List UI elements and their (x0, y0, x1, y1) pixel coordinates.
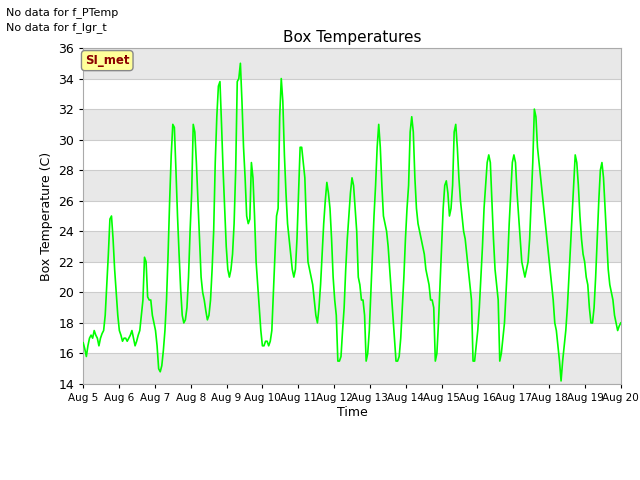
Bar (83, 170, 621, 201)
Bar (83, 353, 621, 384)
Y-axis label: Box Temperature (C): Box Temperature (C) (40, 151, 52, 281)
Legend:  (347, 462, 357, 472)
Bar (83, 231, 621, 262)
Bar (83, 292, 621, 323)
Bar (83, 48, 621, 79)
X-axis label: Time: Time (337, 406, 367, 419)
Text: No data for f_lgr_t: No data for f_lgr_t (6, 22, 107, 33)
Title: Box Temperatures: Box Temperatures (283, 30, 421, 46)
Bar (83, 109, 621, 140)
Text: SI_met: SI_met (85, 54, 129, 67)
Text: No data for f_PTemp: No data for f_PTemp (6, 7, 118, 18)
